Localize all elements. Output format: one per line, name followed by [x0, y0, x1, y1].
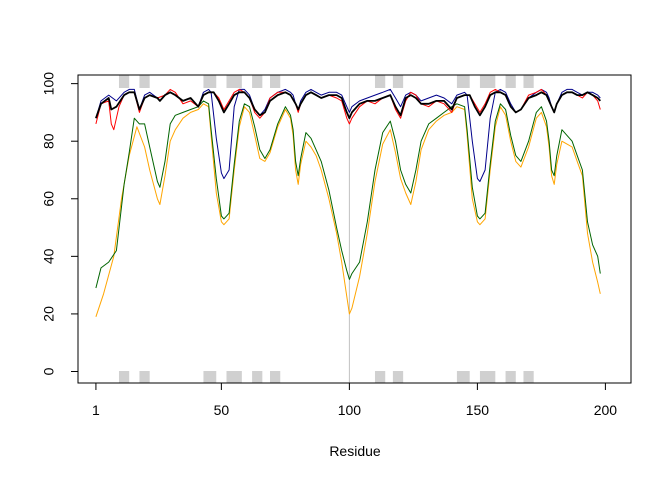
x-axis: 1 50 100 150 200 [92, 382, 618, 418]
y-tick-label-5: 100 [41, 72, 57, 96]
x-tick-label-1: 50 [214, 402, 230, 418]
y-tick-label-4: 80 [41, 133, 57, 149]
band-top-8 [456, 75, 470, 88]
band-top-7 [392, 75, 404, 88]
band-bottom-9 [479, 371, 496, 383]
band-top-4 [252, 75, 263, 88]
x-axis-label: Residue [329, 443, 381, 459]
series-line-4 [95, 91, 601, 120]
y-tick-label-1: 20 [41, 306, 57, 322]
y-tick-label-2: 40 [41, 248, 57, 264]
x-tick-label-2: 100 [338, 402, 362, 418]
band-bottom-2 [203, 371, 217, 383]
band-bottom-6 [374, 371, 386, 383]
band-top-11 [523, 75, 534, 88]
x-tick-label-0: 1 [92, 402, 100, 418]
band-top-2 [203, 75, 217, 88]
band-bottom-8 [456, 371, 470, 383]
bottom-band-track [118, 371, 534, 383]
y-tick-label-0: 0 [41, 367, 57, 375]
band-bottom-1 [139, 371, 150, 383]
band-top-0 [118, 75, 130, 88]
y-tick-label-3: 60 [41, 191, 57, 207]
band-bottom-5 [270, 371, 281, 383]
series-line-0 [95, 103, 601, 317]
top-band-track [118, 75, 534, 88]
x-tick-label-4: 200 [594, 402, 618, 418]
band-top-1 [139, 75, 150, 88]
band-bottom-10 [505, 371, 516, 383]
band-top-9 [479, 75, 496, 88]
band-bottom-0 [118, 371, 130, 383]
band-top-6 [374, 75, 386, 88]
series-line-1 [95, 100, 601, 289]
band-top-3 [226, 75, 242, 88]
band-bottom-7 [392, 371, 404, 383]
band-bottom-3 [226, 371, 242, 383]
y-axis: 0 20 40 60 80 100 [41, 72, 79, 375]
band-top-5 [270, 75, 281, 88]
x-tick-label-3: 150 [466, 402, 490, 418]
band-bottom-11 [523, 371, 534, 383]
band-bottom-4 [252, 371, 263, 383]
band-top-10 [505, 75, 516, 88]
series-group [95, 88, 601, 317]
